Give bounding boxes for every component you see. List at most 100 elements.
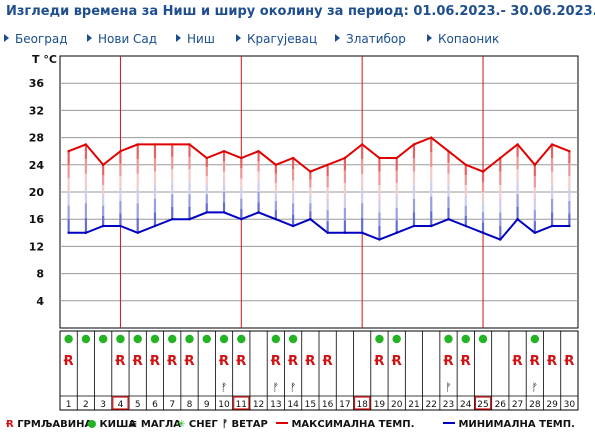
min-temperature-point (550, 224, 554, 228)
thunder-icon: Ɍ (115, 354, 125, 369)
min-temperature-point (119, 224, 122, 228)
thunder-icon: Ɍ (530, 354, 540, 369)
triangle-right-icon (176, 34, 181, 42)
max-temperature-point (274, 163, 278, 166)
highlighted-day-box (353, 396, 371, 410)
rain-icon (202, 334, 211, 344)
rain-icon (392, 334, 401, 344)
nav-link-novi-sad[interactable]: Нови Сад (87, 32, 157, 46)
min-temperature-point (343, 231, 347, 234)
snow-icon: ✳ (177, 419, 186, 430)
rain-icon (219, 334, 229, 344)
legend-snow: ✳ СНЕГ (177, 419, 218, 430)
legend-fog-label: МАГЛА (140, 419, 181, 430)
rain-icon (168, 334, 177, 344)
min-temperature-point (67, 231, 70, 234)
min-temperature-point (412, 224, 416, 228)
fog-icon: ≡ (129, 419, 138, 430)
thunder-icon: Ɍ (513, 354, 523, 369)
thunder-icon: Ɍ (392, 354, 402, 369)
legend-snow-label: СНЕГ (188, 419, 218, 430)
legend-max-label: МАКСИМАЛНА ТЕМП. (291, 419, 415, 430)
max-temperature-point (257, 150, 260, 153)
wind-icon: ᚠ (221, 381, 228, 394)
day-label: 19 (374, 400, 386, 410)
rain-icon (185, 334, 194, 344)
day-label: 1 (66, 400, 72, 410)
nav-link-label: Нови Сад (98, 32, 158, 46)
rain-icon (530, 334, 540, 344)
rain-icon (271, 334, 281, 344)
min-temperature-point (430, 224, 433, 228)
page-title: Изгледи времена за Ниш и ширу околину за… (6, 4, 595, 19)
highlighted-day-box (474, 396, 492, 410)
wind-icon: ᚠ (445, 381, 452, 394)
thunder-icon: Ɍ (133, 354, 143, 369)
day-label: 21 (408, 400, 419, 410)
legend-min: МИНИМАЛНА ТЕМП. (443, 419, 575, 430)
max-temperature-point (84, 143, 88, 146)
max-temperature-point (499, 156, 502, 160)
rain-icon (133, 334, 142, 344)
day-label: 6 (152, 400, 158, 410)
day-label: 24 (460, 400, 472, 410)
min-temperature-point (222, 211, 226, 214)
thunder-icon: Ɍ (219, 354, 229, 369)
min-temperature-point (257, 211, 260, 214)
max-temperature-point (101, 163, 105, 166)
legend-min-label: МИНИМАЛНА ТЕМП. (458, 419, 575, 430)
thunder-icon: Ɍ (374, 354, 384, 369)
rain-icon (288, 334, 298, 344)
day-label: 25 (477, 400, 488, 410)
thunder-icon: Ɍ (547, 354, 557, 369)
min-temperature-point (568, 224, 571, 228)
min-temperature-point (84, 231, 88, 234)
day-label: 2 (83, 400, 89, 410)
day-label: 27 (512, 400, 523, 410)
y-tick-label: 32 (29, 104, 44, 117)
min-line-swatch (443, 422, 455, 424)
rain-icon (461, 334, 470, 344)
thunder-icon: Ɍ (6, 419, 14, 430)
max-temperature-point (240, 156, 243, 160)
day-label: 18 (356, 400, 368, 410)
min-temperature-point (205, 211, 208, 214)
nav-link-nis[interactable]: Ниш (176, 32, 215, 46)
thunder-icon: Ɍ (443, 354, 453, 369)
day-label: 26 (495, 400, 507, 410)
rain-icon (444, 334, 453, 344)
max-temperature-point (481, 170, 485, 173)
max-temperature-point (395, 156, 398, 160)
nav-link-beograd[interactable]: Београд (4, 32, 68, 46)
nav-link-zlatibor[interactable]: Златибор (335, 32, 406, 46)
day-label: 14 (287, 400, 299, 410)
triangle-right-icon (4, 34, 9, 42)
day-label: 16 (322, 400, 334, 410)
min-temperature-point (274, 218, 278, 221)
y-tick-label: 20 (29, 186, 45, 199)
nav-link-label: Копаоник (438, 32, 500, 46)
thunder-icon: Ɍ (288, 354, 298, 369)
triangle-right-icon (87, 34, 92, 42)
min-temperature-point (240, 218, 243, 221)
max-temperature-point (205, 156, 208, 160)
max-temperature-point (430, 136, 433, 139)
thunder-icon: Ɍ (64, 354, 74, 369)
legend-thunder: Ɍ ГРМЉАВИНА (6, 419, 92, 430)
max-temperature-point (291, 156, 295, 160)
min-temperature-point (136, 231, 139, 234)
rain-icon (88, 420, 96, 428)
nav-link-kopaonik[interactable]: Копаоник (427, 32, 499, 46)
max-temperature-point (447, 150, 450, 153)
max-temperature-point (343, 156, 347, 160)
max-line-swatch (276, 422, 288, 424)
day-label: 4 (118, 400, 124, 410)
nav-link-label: Крагујевац (247, 32, 318, 46)
day-label: 8 (187, 400, 193, 410)
legend-wind: ᚠ ВЕТАР (222, 419, 268, 430)
thunder-icon: Ɍ (564, 354, 574, 369)
wind-icon: ᚠ (532, 381, 539, 394)
day-label: 7 (169, 400, 175, 410)
rain-icon (81, 334, 91, 344)
nav-link-kragujevac[interactable]: Крагујевац (236, 32, 317, 46)
